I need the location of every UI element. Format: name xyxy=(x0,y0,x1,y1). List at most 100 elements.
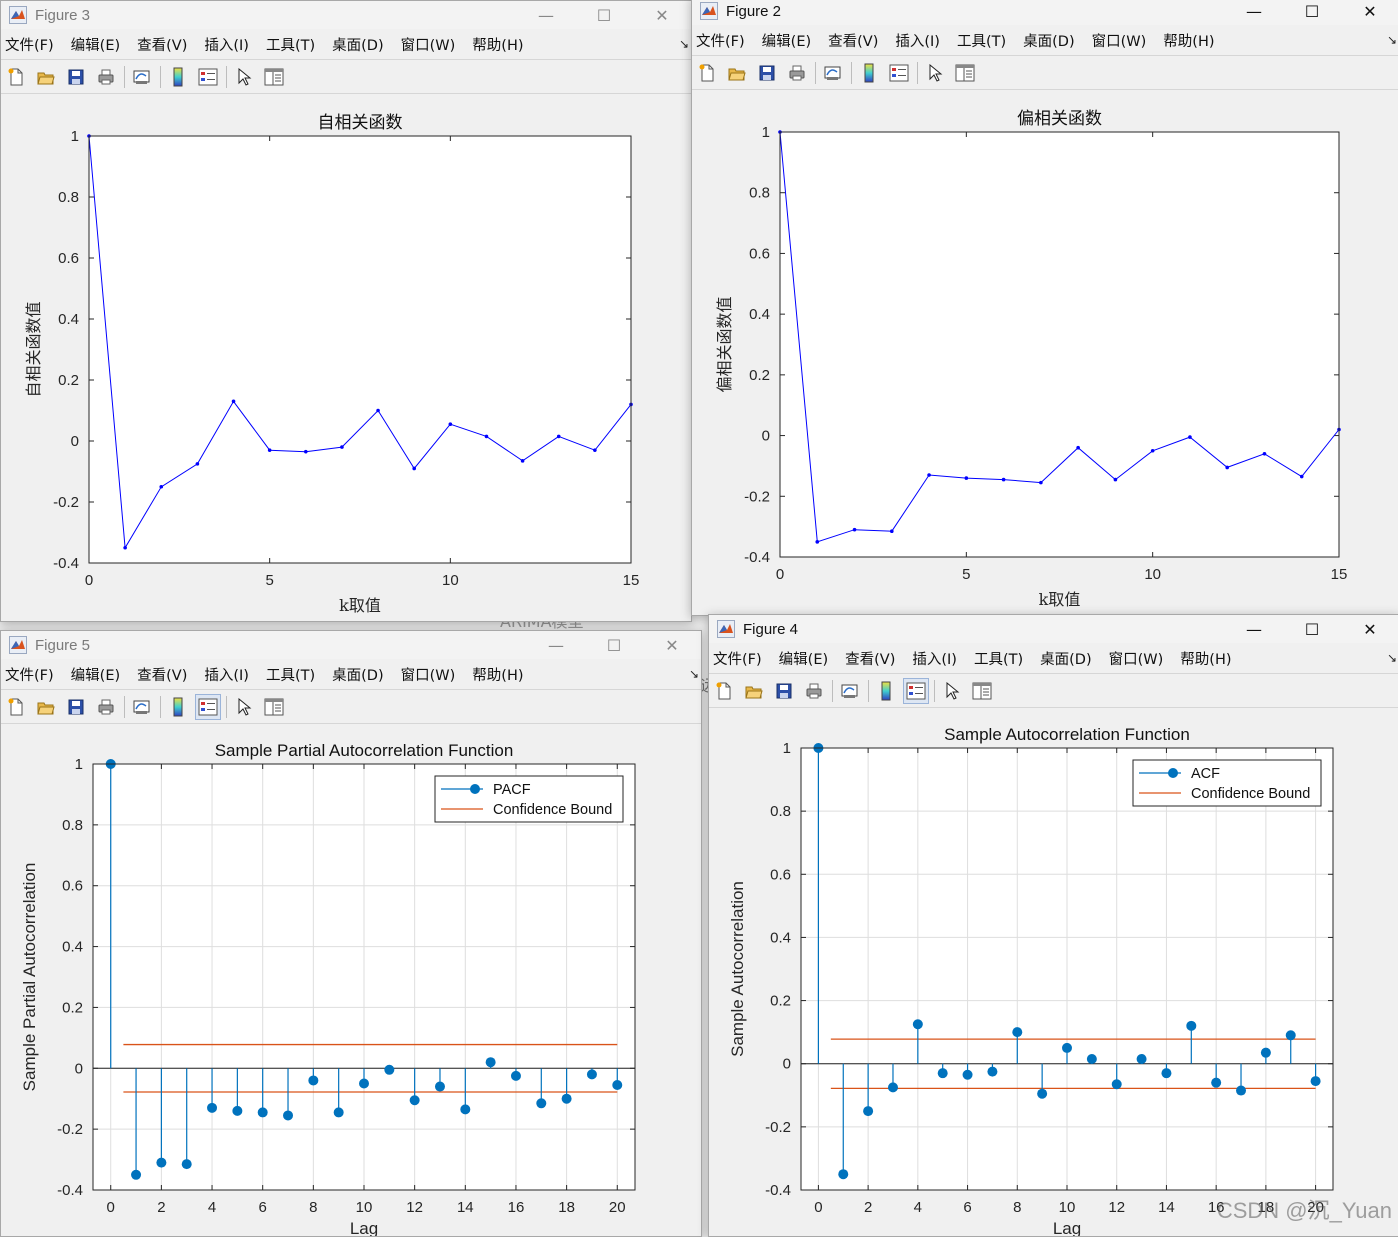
window-title: Figure 4 xyxy=(743,620,799,638)
maximize-button[interactable]: ☐ xyxy=(1304,619,1320,639)
menu-item[interactable]: 帮助(H) xyxy=(472,37,524,54)
menu-item[interactable]: 工具(T) xyxy=(265,37,316,54)
open-file-icon[interactable] xyxy=(33,64,59,90)
menu-item[interactable]: 查看(V) xyxy=(845,651,896,668)
window-titlebar[interactable]: Figure 5 — ☐ ✕ xyxy=(1,631,701,659)
new-figure-icon[interactable] xyxy=(3,64,29,90)
property-editor-icon[interactable] xyxy=(952,60,978,86)
chart-legend[interactable]: ACF Confidence Bound xyxy=(1132,759,1322,807)
data-point xyxy=(1113,477,1118,482)
close-button[interactable]: ✕ xyxy=(665,635,679,655)
save-icon[interactable] xyxy=(754,60,780,86)
data-point xyxy=(1039,480,1043,485)
close-button[interactable]: ✕ xyxy=(1363,1,1377,21)
menu-item[interactable]: 插入(I) xyxy=(204,37,249,54)
menu-item[interactable]: 工具(T) xyxy=(973,651,1024,668)
dock-arrow-icon[interactable]: ↘ xyxy=(688,667,699,681)
save-icon[interactable] xyxy=(63,64,89,90)
menu-item[interactable]: 查看(V) xyxy=(137,37,188,54)
menu-item[interactable]: 帮助(H) xyxy=(472,667,524,684)
colorbar-icon[interactable] xyxy=(856,60,882,86)
legend-icon[interactable] xyxy=(903,677,929,704)
open-file-icon[interactable] xyxy=(724,60,750,86)
menu-item[interactable]: 工具(T) xyxy=(265,667,316,684)
menu-item[interactable]: 文件(F) xyxy=(713,651,762,668)
legend-icon[interactable] xyxy=(195,693,221,720)
menu-item[interactable]: 编辑(E) xyxy=(778,651,829,668)
open-file-icon[interactable] xyxy=(741,678,767,704)
menu-item[interactable]: 桌面(D) xyxy=(1040,651,1092,668)
menu-item[interactable]: 文件(F) xyxy=(5,667,54,684)
menu-item[interactable]: 窗口(W) xyxy=(1091,33,1147,50)
save-icon[interactable] xyxy=(63,694,89,720)
save-icon[interactable] xyxy=(771,678,797,704)
window-title: Figure 3 xyxy=(35,6,91,24)
menu-item[interactable]: 查看(V) xyxy=(828,33,879,50)
menu-item[interactable]: 帮助(H) xyxy=(1180,651,1232,668)
close-button[interactable]: ✕ xyxy=(655,5,669,25)
maximize-button[interactable]: ☐ xyxy=(1304,1,1320,21)
property-editor-icon[interactable] xyxy=(261,64,287,90)
select-arrow-icon[interactable] xyxy=(922,60,948,86)
minimize-button[interactable]: — xyxy=(1246,619,1262,639)
menu-item[interactable]: 桌面(D) xyxy=(332,37,384,54)
chart-svg: 0 5 10 15 -0.4 -0.2 0 0.2 0.4 0.6 0.8 1 偏相关函数 k取值 偏相关函… xyxy=(715,109,1347,609)
link-plot-icon[interactable] xyxy=(820,60,846,86)
window-titlebar[interactable]: Figure 3 — ☐ ✕ xyxy=(1,1,691,29)
toolbar-separator xyxy=(868,679,869,702)
menu-item[interactable]: 插入(I) xyxy=(204,667,249,684)
menu-item[interactable]: 插入(I) xyxy=(895,33,940,50)
x-tick-label: 6 xyxy=(963,1199,971,1216)
select-arrow-icon[interactable] xyxy=(939,678,965,704)
select-arrow-icon[interactable] xyxy=(231,64,257,90)
print-icon[interactable] xyxy=(784,60,810,86)
y-tick-label: 0.8 xyxy=(770,803,791,820)
menu-item[interactable]: 编辑(E) xyxy=(761,33,812,50)
menu-item[interactable]: 工具(T) xyxy=(956,33,1007,50)
x-tick-label: 18 xyxy=(558,1199,575,1216)
link-plot-icon[interactable] xyxy=(129,694,155,720)
colorbar-icon[interactable] xyxy=(165,694,191,720)
menu-item[interactable]: 文件(F) xyxy=(696,33,745,50)
minimize-button[interactable]: — xyxy=(548,635,564,655)
print-icon[interactable] xyxy=(93,694,119,720)
menu-item[interactable]: 编辑(E) xyxy=(70,37,121,54)
new-figure-icon[interactable] xyxy=(711,678,737,704)
close-button[interactable]: ✕ xyxy=(1363,619,1377,639)
open-file-icon[interactable] xyxy=(33,694,59,720)
menu-item[interactable]: 查看(V) xyxy=(137,667,188,684)
window-titlebar[interactable]: Figure 4 — ☐ ✕ xyxy=(709,615,1398,643)
property-editor-icon[interactable] xyxy=(969,678,995,704)
dock-arrow-icon[interactable]: ↘ xyxy=(1386,33,1397,47)
colorbar-icon[interactable] xyxy=(165,64,191,90)
menu-item[interactable]: 文件(F) xyxy=(5,37,54,54)
property-editor-icon[interactable] xyxy=(261,694,287,720)
chart-legend[interactable]: PACF Confidence Bound xyxy=(434,775,624,823)
print-icon[interactable] xyxy=(801,678,827,704)
menu-item[interactable]: 窗口(W) xyxy=(1108,651,1164,668)
print-icon[interactable] xyxy=(93,64,119,90)
menu-item[interactable]: 编辑(E) xyxy=(70,667,121,684)
menu-item[interactable]: 帮助(H) xyxy=(1163,33,1215,50)
stem-marker xyxy=(1285,1030,1296,1041)
legend-icon[interactable] xyxy=(195,64,221,90)
menu-item[interactable]: 窗口(W) xyxy=(400,667,456,684)
menu-item[interactable]: 插入(I) xyxy=(912,651,957,668)
minimize-button[interactable]: — xyxy=(538,5,554,25)
minimize-button[interactable]: — xyxy=(1246,1,1262,21)
link-plot-icon[interactable] xyxy=(129,64,155,90)
new-figure-icon[interactable] xyxy=(694,60,720,86)
link-plot-icon[interactable] xyxy=(837,678,863,704)
dock-arrow-icon[interactable]: ↘ xyxy=(1386,651,1397,665)
legend-icon[interactable] xyxy=(886,60,912,86)
maximize-button[interactable]: ☐ xyxy=(606,635,622,655)
window-titlebar[interactable]: Figure 2 — ☐ ✕ xyxy=(692,0,1398,25)
select-arrow-icon[interactable] xyxy=(231,694,257,720)
maximize-button[interactable]: ☐ xyxy=(596,5,612,25)
colorbar-icon[interactable] xyxy=(873,678,899,704)
menu-item[interactable]: 桌面(D) xyxy=(1023,33,1075,50)
dock-arrow-icon[interactable]: ↘ xyxy=(678,37,689,51)
menu-item[interactable]: 桌面(D) xyxy=(332,667,384,684)
new-figure-icon[interactable] xyxy=(3,694,29,720)
menu-item[interactable]: 窗口(W) xyxy=(400,37,456,54)
